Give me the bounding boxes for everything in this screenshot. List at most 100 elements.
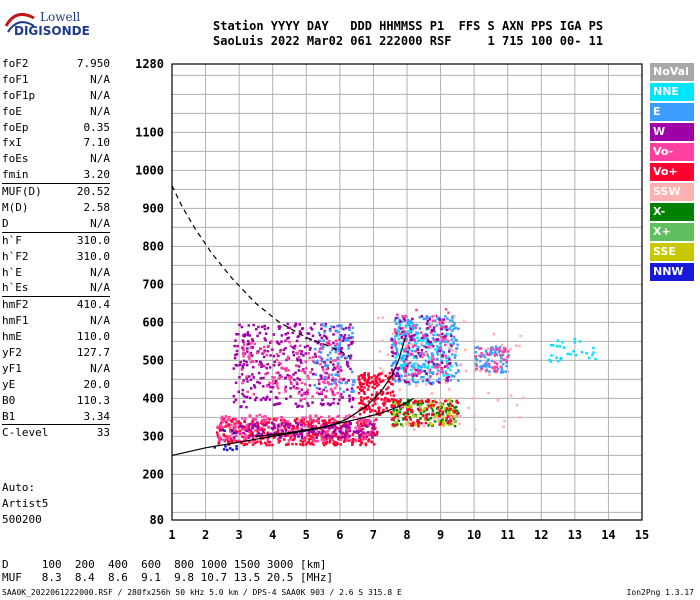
echo-point — [390, 368, 394, 371]
echo-point — [331, 431, 334, 434]
echo-point — [579, 340, 582, 343]
echo-point — [331, 368, 335, 372]
echo-point — [394, 379, 397, 383]
echo-point — [289, 344, 293, 348]
echo-point — [351, 326, 354, 329]
echo-point — [396, 313, 399, 316]
echo-point — [232, 417, 235, 421]
echo-point — [400, 366, 403, 370]
echo-point — [329, 424, 332, 428]
echo-point — [321, 343, 324, 346]
echo-point — [433, 415, 437, 418]
echo-point — [311, 432, 315, 436]
echo-point — [264, 441, 267, 445]
echo-point — [495, 362, 499, 366]
echo-point — [336, 391, 339, 395]
echo-point — [293, 378, 296, 381]
echo-point — [272, 403, 276, 406]
echo-point — [283, 438, 286, 441]
echo-point — [420, 422, 423, 425]
echo-point — [316, 418, 319, 421]
echo-point — [234, 353, 237, 357]
echo-point — [437, 417, 440, 420]
echo-point — [281, 429, 284, 433]
echo-point — [419, 412, 423, 415]
echo-point — [273, 425, 276, 429]
echo-point — [348, 326, 351, 329]
echo-point — [405, 422, 408, 426]
echo-point — [432, 357, 436, 361]
echo-point — [307, 352, 310, 355]
echo-point — [447, 356, 451, 359]
echo-point — [442, 318, 446, 321]
echo-point — [272, 436, 276, 439]
echo-point — [333, 393, 336, 397]
echo-point — [280, 422, 284, 426]
echo-point — [420, 342, 423, 345]
echo-point — [433, 338, 436, 342]
echo-point — [446, 333, 449, 336]
echo-point — [365, 420, 368, 423]
echo-point — [289, 424, 292, 427]
echo-point — [453, 356, 457, 359]
param-row: MUF(D) 20.52 — [2, 183, 110, 200]
echo-point — [224, 415, 228, 418]
echo-point — [372, 419, 376, 422]
echo-point — [416, 419, 419, 422]
echo-point — [306, 344, 309, 348]
echo-point — [245, 375, 248, 378]
echo-point — [493, 368, 496, 371]
echo-point — [349, 354, 353, 357]
echo-point — [361, 427, 365, 431]
echo-point — [288, 326, 291, 330]
echo-point — [479, 359, 482, 363]
param-name: MUF(D) — [2, 185, 42, 199]
echo-point — [282, 424, 286, 428]
echo-point — [251, 440, 254, 443]
echo-point — [344, 424, 348, 427]
echo-point — [403, 360, 406, 363]
echo-point — [486, 347, 490, 350]
echo-point — [373, 374, 376, 377]
echo-point — [366, 388, 370, 391]
echo-point — [329, 422, 332, 426]
echo-point — [330, 382, 333, 386]
echo-point — [286, 355, 290, 359]
echo-point — [253, 342, 256, 346]
echo-point — [340, 425, 344, 428]
echo-point — [329, 329, 332, 332]
echo-point — [357, 419, 360, 422]
echo-point — [286, 357, 289, 361]
echo-point — [322, 388, 325, 392]
echo-point — [227, 443, 230, 446]
echo-point — [364, 442, 368, 445]
echo-point — [449, 346, 453, 350]
echo-point — [408, 320, 411, 323]
echo-point — [342, 377, 346, 381]
echo-point — [425, 316, 428, 320]
echo-point — [250, 342, 253, 345]
echo-point — [494, 365, 497, 369]
echo-point — [344, 381, 347, 385]
echo-point — [242, 400, 246, 403]
echo-point — [398, 413, 401, 416]
echo-point — [420, 315, 424, 318]
echo-point — [339, 352, 343, 355]
echo-point — [276, 382, 279, 385]
echo-point — [363, 419, 366, 422]
autoscaling-info: Auto: Artist5 500200 — [2, 480, 48, 528]
echo-point — [298, 330, 302, 333]
echo-point — [362, 382, 365, 386]
echo-point — [448, 420, 451, 423]
echo-point — [450, 324, 454, 327]
echo-point — [231, 448, 234, 452]
echo-point — [488, 365, 491, 368]
echo-point — [360, 418, 363, 422]
echo-point — [559, 356, 563, 360]
echo-point — [245, 405, 248, 409]
echo-point — [221, 427, 224, 430]
echo-point — [334, 435, 338, 438]
echo-point — [262, 355, 266, 359]
echo-point — [351, 443, 354, 446]
echo-point — [451, 317, 454, 320]
